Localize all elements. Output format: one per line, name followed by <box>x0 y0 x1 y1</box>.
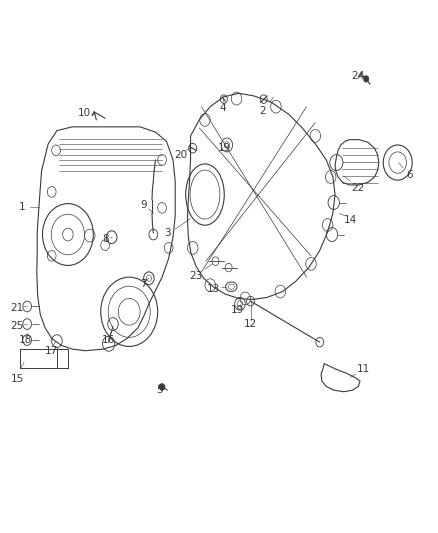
Text: 7: 7 <box>140 279 147 288</box>
Text: 22: 22 <box>352 183 365 192</box>
Text: 24: 24 <box>352 71 365 80</box>
Text: 6: 6 <box>406 170 413 180</box>
Text: 20: 20 <box>174 150 187 159</box>
Text: 18: 18 <box>19 335 32 345</box>
Text: 19: 19 <box>218 143 231 153</box>
Text: 21: 21 <box>10 303 23 313</box>
Text: 25: 25 <box>10 321 23 331</box>
Text: 9: 9 <box>140 200 147 210</box>
Text: 13: 13 <box>207 284 220 294</box>
Text: 5: 5 <box>156 385 163 395</box>
Text: 3: 3 <box>164 229 171 238</box>
Circle shape <box>364 76 369 82</box>
Text: 8: 8 <box>102 234 110 244</box>
Text: 2: 2 <box>259 106 266 116</box>
Text: 19: 19 <box>231 305 244 315</box>
Text: 12: 12 <box>244 319 257 329</box>
Text: 10: 10 <box>78 108 91 118</box>
Text: 1: 1 <box>18 202 25 212</box>
Circle shape <box>159 384 165 390</box>
Text: 16: 16 <box>102 335 115 345</box>
Text: 15: 15 <box>11 375 24 384</box>
Text: 17: 17 <box>45 346 58 356</box>
Text: 14: 14 <box>344 215 357 224</box>
Text: 11: 11 <box>357 364 370 374</box>
Text: 4: 4 <box>219 103 226 113</box>
Text: 23: 23 <box>190 271 203 281</box>
